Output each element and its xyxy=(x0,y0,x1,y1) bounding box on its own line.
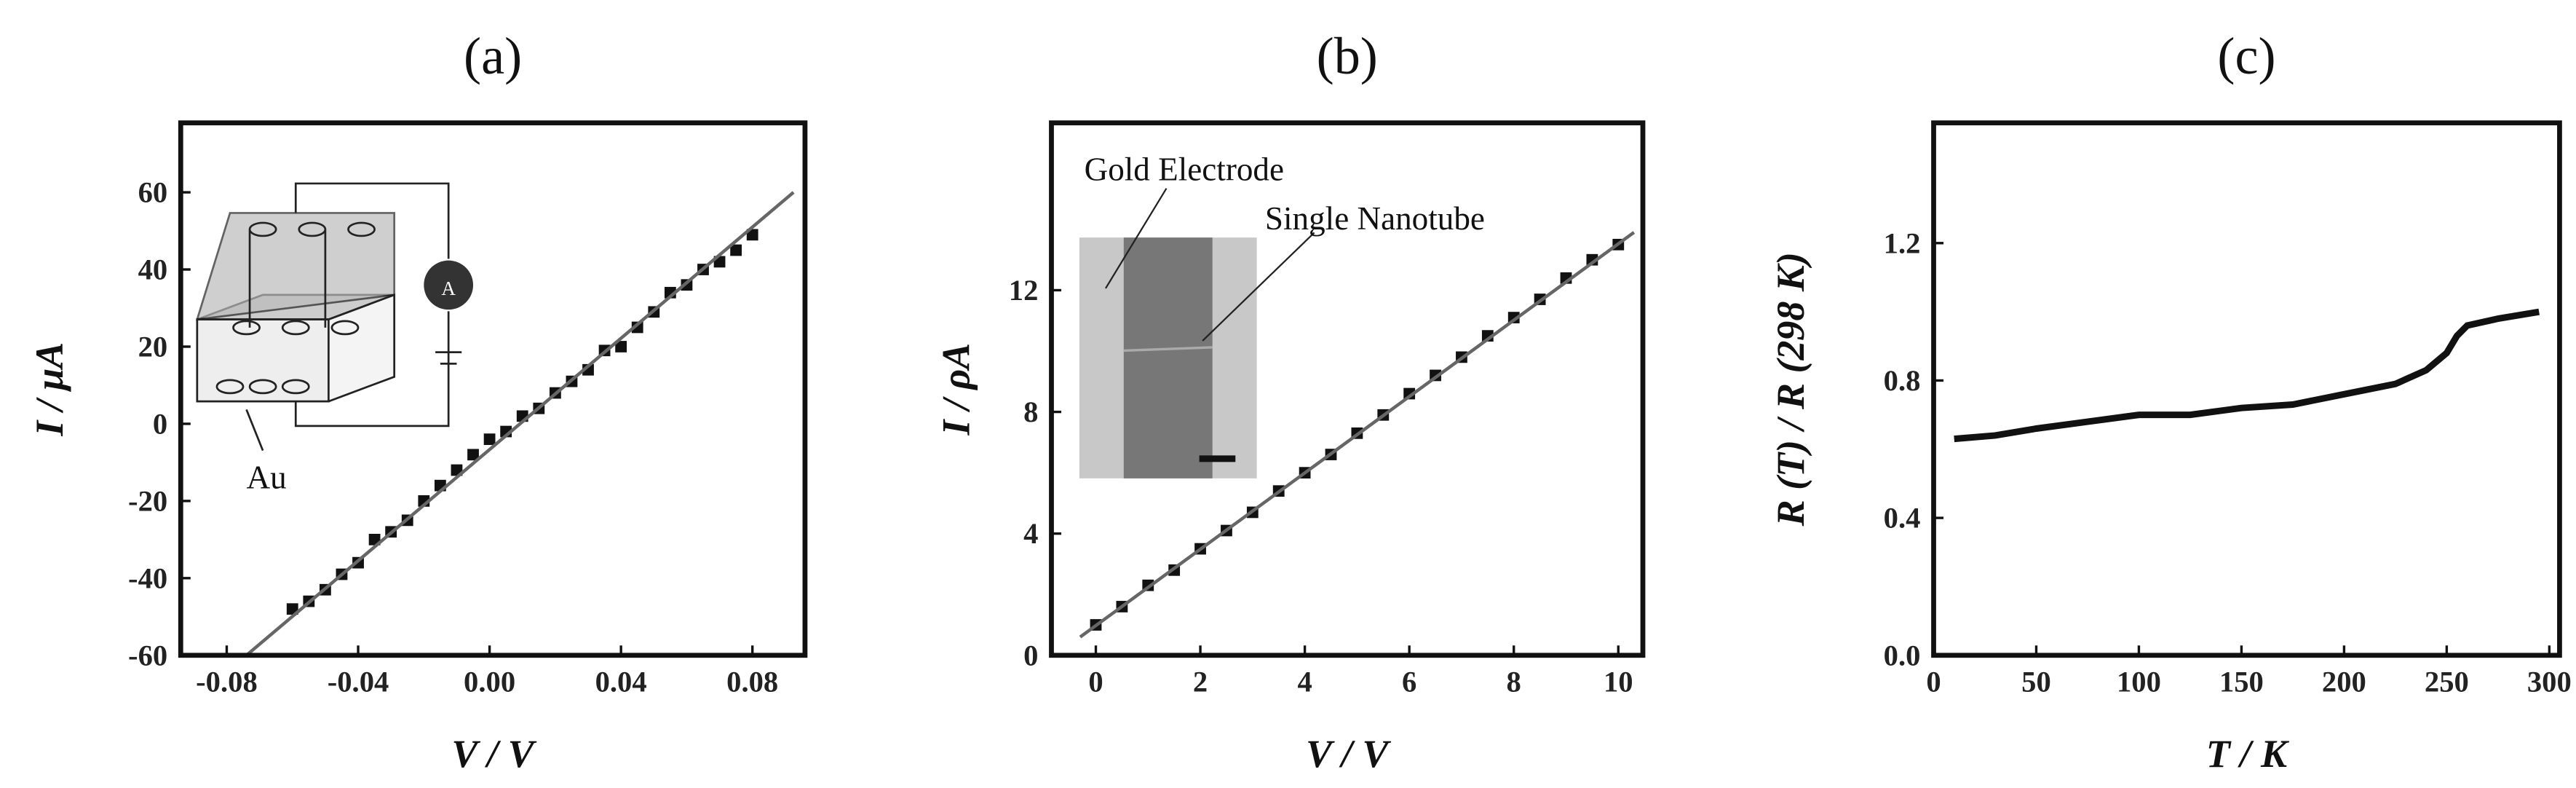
x-axis-label: T / K xyxy=(2206,732,2290,776)
y-tick-label: 0.4 xyxy=(1884,502,1921,535)
data-point xyxy=(631,321,643,334)
data-line xyxy=(1954,308,2540,443)
data-point xyxy=(746,229,758,241)
y-tick-label: 4 xyxy=(1023,517,1038,550)
x-tick-label: 150 xyxy=(2219,665,2264,698)
y-tick-label: 0 xyxy=(153,407,167,440)
y-tick-label: 40 xyxy=(138,253,168,286)
inset-schematic xyxy=(195,182,462,452)
x-tick-label: 250 xyxy=(2425,665,2469,698)
arrow xyxy=(1105,188,1168,289)
inset-nanotube xyxy=(1123,346,1213,352)
y-tick-label: 20 xyxy=(138,331,168,363)
plot-frame xyxy=(1049,120,1646,658)
x-tick-label: 0.00 xyxy=(464,665,515,698)
x-tick-label: 100 xyxy=(2117,665,2161,698)
x-tick-label: -0.08 xyxy=(196,665,258,698)
x-tick-label: 0 xyxy=(1926,665,1941,698)
chart-title: (b) xyxy=(1317,27,1378,85)
data-point xyxy=(467,449,479,461)
annotation: Au xyxy=(247,459,287,495)
data-point xyxy=(615,341,627,352)
chart-title: (a) xyxy=(464,27,522,85)
y-tick-label: -40 xyxy=(128,562,167,594)
y-tick-label: 8 xyxy=(1023,395,1038,428)
x-tick-label: 0 xyxy=(1088,665,1103,698)
annotation: A xyxy=(441,277,456,299)
x-tick-label: 6 xyxy=(1402,665,1416,698)
data-line xyxy=(1079,231,1636,639)
y-tick-label: 12 xyxy=(1009,274,1039,307)
x-tick-label: 50 xyxy=(2021,665,2051,698)
y-tick-label: 1.2 xyxy=(1884,226,1921,259)
y-tick-label: -60 xyxy=(128,639,167,671)
y-tick-label: 60 xyxy=(138,176,168,209)
x-axis-label: V / V xyxy=(451,732,536,776)
data-point xyxy=(730,244,742,256)
annotation: Single Nanotube xyxy=(1265,200,1485,237)
x-tick-label: 8 xyxy=(1507,665,1521,698)
annotation: Gold Electrode xyxy=(1085,151,1284,188)
y-tick-label: 0.0 xyxy=(1884,639,1921,671)
data-line xyxy=(245,191,795,657)
data-point xyxy=(1403,387,1416,400)
y-tick-label: 0.8 xyxy=(1884,364,1921,397)
chart-title: (c) xyxy=(2217,27,2275,85)
y-axis-label: I / ρA xyxy=(935,343,978,436)
data-point xyxy=(483,433,496,445)
plot-frame xyxy=(1931,120,2562,658)
y-tick-label: 0 xyxy=(1023,639,1038,671)
x-tick-label: 300 xyxy=(2527,665,2572,698)
x-axis-label: V / V xyxy=(1306,732,1391,776)
x-tick-label: -0.04 xyxy=(328,665,389,698)
x-tick-label: 2 xyxy=(1193,665,1208,698)
x-tick-label: 0.04 xyxy=(595,665,647,698)
ammeter xyxy=(424,260,474,310)
inset-electrode xyxy=(1123,237,1213,478)
x-tick-label: 4 xyxy=(1297,665,1312,698)
y-axis-label: R (T) / R (298 K) xyxy=(1769,252,1812,527)
y-axis-label: I / μA xyxy=(28,342,71,437)
x-tick-label: 10 xyxy=(1604,665,1633,698)
plot-frame xyxy=(178,120,808,658)
x-tick-label: 0.08 xyxy=(726,665,778,698)
x-tick-label: 200 xyxy=(2322,665,2366,698)
y-tick-label: -20 xyxy=(128,484,167,517)
arrow xyxy=(1202,232,1315,342)
scale-bar xyxy=(1199,455,1236,462)
